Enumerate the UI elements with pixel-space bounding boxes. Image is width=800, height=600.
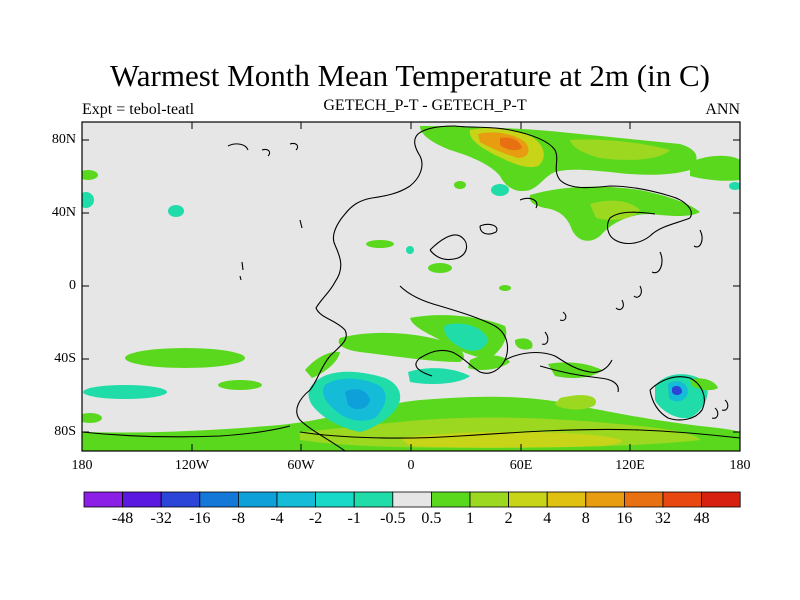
lon-label-60w: 60W	[287, 458, 315, 473]
colorbar-swatch	[662, 491, 702, 508]
colorbar-label: 4	[543, 510, 552, 527]
colorbar-label: -0.5	[380, 510, 406, 527]
anomaly-patch	[305, 351, 340, 378]
lat-label-0: 0	[69, 278, 76, 293]
colorbar-label: -4	[270, 510, 284, 527]
anomaly-patch	[345, 389, 370, 410]
colorbar-swatch	[237, 491, 278, 508]
colorbar-label: 2	[504, 510, 513, 527]
lat-label-80s: 80S	[54, 424, 76, 439]
anomaly-patch	[570, 139, 670, 160]
anomaly-patch	[514, 338, 533, 350]
lon-label-120e: 120E	[615, 458, 645, 473]
anomaly-patch	[125, 348, 245, 368]
colorbar-label: 8	[581, 510, 590, 527]
anomaly-patch	[406, 246, 414, 254]
colorbar-label: 1	[466, 510, 474, 527]
anomaly-patch	[454, 181, 466, 189]
lon-label-120w: 120W	[174, 458, 210, 473]
colorbar-swatch	[353, 491, 394, 508]
lat-label-40s: 40S	[54, 351, 76, 366]
map-title: Warmest Month Mean Temperature at 2m (in…	[110, 58, 710, 93]
period-label: ANN	[705, 101, 740, 118]
anomaly-patch	[499, 285, 511, 291]
colorbar-label: -48	[111, 510, 134, 527]
anomaly-patch	[500, 137, 522, 151]
colorbar-swatch	[276, 491, 316, 508]
anomaly-patch	[444, 323, 488, 351]
axis-ticks	[82, 122, 740, 451]
colorbar-swatch	[624, 491, 664, 508]
lon-label-0: 0	[407, 458, 415, 473]
anomaly-patch	[428, 263, 452, 273]
colorbar-label: -32	[150, 510, 172, 527]
colorbar-swatch	[469, 491, 509, 508]
colorbar-label: -1	[347, 510, 361, 527]
anomaly-patch	[590, 200, 640, 220]
colorbar-swatch	[315, 491, 355, 508]
colorbar-swatch	[585, 491, 625, 508]
anomaly-patch	[82, 170, 98, 180]
colorbar-swatch	[546, 491, 587, 508]
colorbar-swatch	[160, 491, 201, 508]
colorbar-label: 32	[655, 510, 671, 527]
colorbar-swatch	[430, 491, 471, 508]
anomaly-patch	[366, 240, 394, 248]
colorbar-label: 0.5	[421, 510, 442, 527]
map-background	[82, 122, 740, 451]
experiment-label: Expt = tebol-teatl	[82, 101, 195, 118]
anomaly-patch	[168, 205, 184, 217]
anomaly-patch	[338, 332, 464, 362]
colorbar	[83, 491, 741, 508]
colorbar-label: 48	[693, 510, 710, 527]
anomaly-patch	[690, 155, 740, 181]
anomaly-patch	[468, 355, 510, 370]
colorbar-label: -2	[308, 510, 323, 527]
lon-label-180w: 180	[71, 458, 93, 473]
colorbar-swatch	[122, 491, 162, 508]
anomaly-patch	[491, 184, 509, 196]
colorbar-swatch	[392, 491, 432, 508]
colorbar-swatch	[701, 491, 741, 508]
colorbar-swatch	[83, 491, 123, 508]
lon-label-180e: 180	[729, 458, 751, 473]
anomaly-patch	[555, 395, 596, 410]
anomaly-patch	[83, 385, 167, 399]
colorbar-label: -16	[189, 510, 211, 527]
lat-label-80n: 80N	[51, 132, 76, 147]
anomaly-patch	[218, 380, 262, 390]
lon-label-60e: 60E	[509, 458, 533, 473]
dataset-label: GETECH_P-T - GETECH_P-T	[323, 97, 527, 114]
anomaly-patch	[82, 192, 94, 208]
anomaly-patch	[82, 413, 102, 423]
lat-label-40n: 40N	[51, 205, 76, 220]
colorbar-label: -8	[231, 510, 246, 527]
coastlines	[82, 125, 740, 451]
anomaly-patch	[690, 378, 718, 391]
colorbar-label: 16	[616, 510, 633, 527]
anomaly-patch	[729, 182, 740, 190]
anomaly-patch	[672, 385, 682, 395]
colorbar-swatch	[508, 491, 548, 508]
anomaly-patch	[548, 362, 602, 378]
colorbar-swatch	[199, 491, 239, 508]
anomaly-field	[82, 126, 740, 451]
